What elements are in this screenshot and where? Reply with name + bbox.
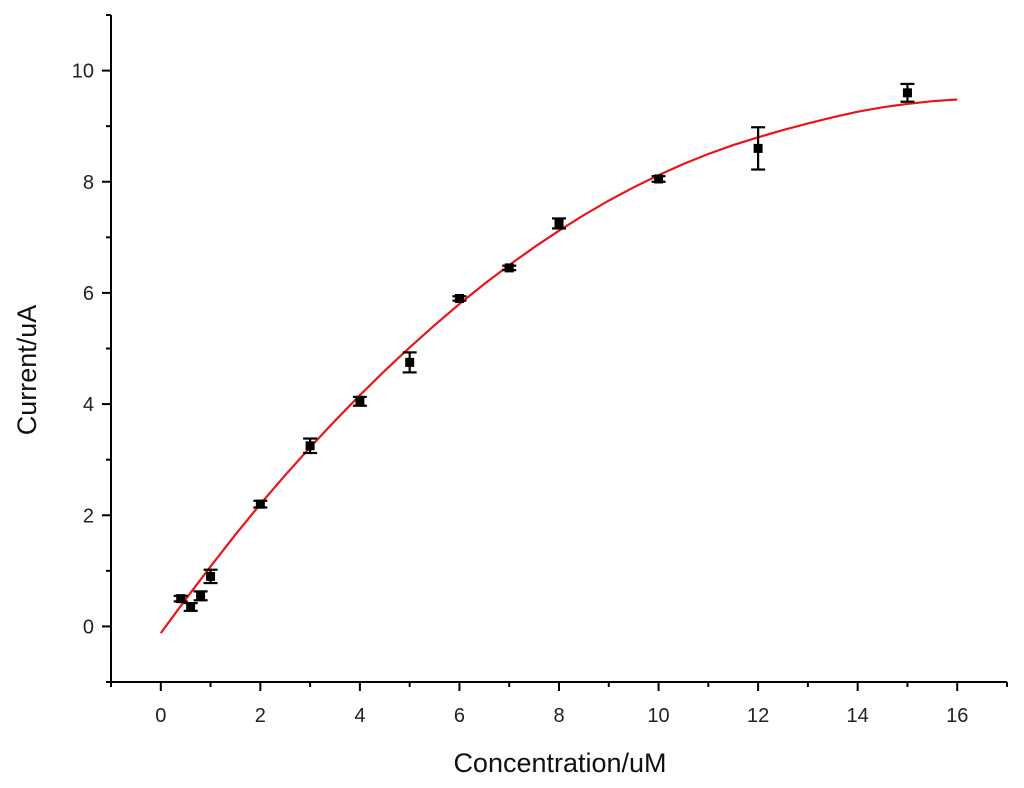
y-tick-label: 8 bbox=[83, 172, 94, 194]
fit-curve-group bbox=[159, 98, 958, 634]
fit-curve bbox=[159, 98, 958, 634]
data-point bbox=[352, 395, 367, 407]
data-point bbox=[402, 351, 417, 374]
data-point bbox=[751, 126, 766, 171]
y-tick-label: 10 bbox=[72, 61, 94, 83]
data-marker bbox=[305, 441, 315, 451]
x-tick-label: 6 bbox=[454, 705, 465, 727]
data-marker bbox=[206, 571, 216, 581]
x-tick-label: 2 bbox=[255, 705, 266, 727]
y-tick-label: 6 bbox=[83, 283, 94, 305]
data-point bbox=[651, 174, 666, 184]
y-tick-label: 2 bbox=[83, 505, 94, 527]
data-point bbox=[502, 263, 517, 273]
data-marker bbox=[654, 174, 664, 184]
data-point bbox=[452, 293, 467, 303]
x-tick-label: 14 bbox=[847, 705, 869, 727]
data-marker bbox=[176, 594, 186, 604]
x-tick-label: 4 bbox=[354, 705, 365, 727]
data-point bbox=[183, 601, 198, 612]
data-points-group bbox=[173, 82, 915, 612]
ticks: 0 2 4 6 8 10 12 14 16 0 2 4 6 8 10 bbox=[72, 14, 1008, 727]
y-axis-title: Current/uA bbox=[12, 305, 42, 436]
x-axis-title: Concentration/uM bbox=[453, 748, 666, 778]
data-point bbox=[303, 437, 318, 455]
axes bbox=[110, 15, 1007, 683]
data-marker bbox=[554, 218, 564, 228]
data-point bbox=[193, 590, 208, 602]
x-tick-label: 0 bbox=[155, 705, 166, 727]
y-tick-label: 0 bbox=[83, 616, 94, 638]
data-point bbox=[173, 594, 188, 604]
y-tick-label: 4 bbox=[83, 394, 94, 416]
data-marker bbox=[753, 143, 763, 153]
data-point bbox=[253, 499, 268, 509]
data-marker bbox=[186, 602, 196, 612]
data-marker bbox=[196, 591, 206, 601]
x-tick-label: 8 bbox=[553, 705, 564, 727]
data-point bbox=[900, 82, 915, 103]
data-marker bbox=[355, 396, 365, 406]
x-tick-label: 12 bbox=[747, 705, 769, 727]
data-marker bbox=[255, 499, 265, 509]
data-marker bbox=[504, 263, 514, 273]
data-marker bbox=[405, 357, 415, 367]
data-marker bbox=[454, 293, 464, 303]
data-point bbox=[203, 568, 218, 585]
data-marker bbox=[902, 88, 912, 98]
x-tick-label: 16 bbox=[946, 705, 968, 727]
x-tick-label: 10 bbox=[647, 705, 669, 727]
data-point bbox=[552, 217, 566, 230]
